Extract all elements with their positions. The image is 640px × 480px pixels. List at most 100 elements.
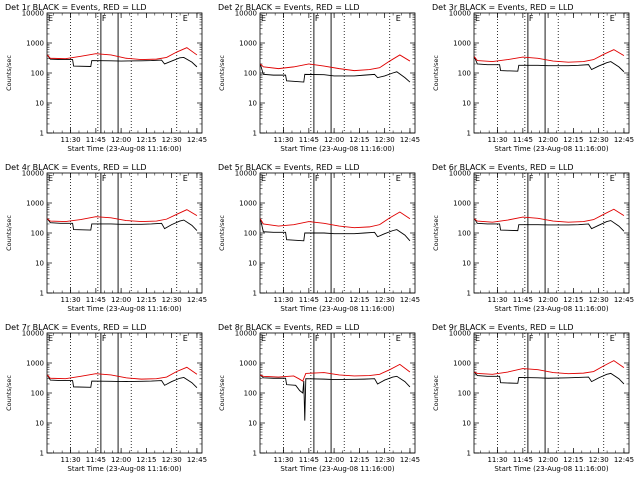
x-tick-label: 12:45 (187, 296, 207, 304)
marker-label: F (529, 14, 534, 23)
x-tick-label: 12:30 (589, 136, 609, 144)
marker-label: E (475, 174, 480, 183)
plot-title: Det 5r BLACK = Events, RED = LLD (218, 163, 360, 172)
marker-label: E (396, 14, 401, 23)
y-tick-label: 1000 (239, 40, 257, 48)
marker-label: E (261, 334, 266, 343)
y-axis-label: Counts/sec (432, 215, 440, 251)
marker-label: F (102, 334, 107, 343)
y-tick-label: 100 (244, 230, 257, 238)
series-line (46, 54, 198, 68)
y-tick-label: 1 (40, 130, 44, 138)
y-axis-label: Counts/sec (5, 55, 13, 91)
series-line (259, 374, 411, 421)
marker-label: E (396, 174, 401, 183)
x-tick-label: 12:00 (111, 296, 131, 304)
x-tick-label: 12:30 (162, 456, 182, 464)
x-tick-label: 12:15 (136, 296, 156, 304)
y-tick-label: 100 (31, 230, 44, 238)
marker-label: F (315, 174, 320, 183)
y-tick-label: 10000 (449, 10, 471, 18)
y-tick-label: 1000 (239, 200, 257, 208)
marker-label: E (48, 14, 53, 23)
x-axis-label: Start Time (23-Aug-08 11:16:00) (494, 465, 608, 473)
x-tick-label: 11:45 (299, 296, 319, 304)
detector-plot: Det 2r BLACK = Events, RED = LLD 1 10 100 10… (218, 3, 420, 153)
x-tick-label: 12:00 (111, 456, 131, 464)
x-tick-label: 12:45 (187, 456, 207, 464)
x-tick-label: 12:15 (563, 456, 583, 464)
y-tick-label: 1 (253, 130, 257, 138)
marker-label: E (48, 174, 53, 183)
y-tick-label: 10 (35, 100, 44, 108)
y-axis-label: Counts/sec (432, 55, 440, 91)
series-line (46, 47, 198, 61)
x-tick-label: 11:45 (513, 296, 533, 304)
y-tick-label: 10000 (22, 330, 44, 338)
y-tick-label: 10000 (449, 330, 471, 338)
y-tick-label: 100 (458, 230, 471, 238)
series-line (46, 218, 198, 231)
series-line (46, 374, 198, 389)
x-tick-label: 12:45 (400, 456, 420, 464)
x-axis-label: Start Time (23-Aug-08 11:16:00) (280, 465, 394, 473)
series-line (260, 363, 411, 382)
y-tick-label: 10000 (235, 170, 257, 178)
x-tick-label: 11:45 (299, 456, 319, 464)
series-line (474, 360, 625, 375)
x-axis-label: Start Time (23-Aug-08 11:16:00) (494, 145, 608, 153)
x-tick-label: 11:30 (487, 136, 507, 144)
series-line (473, 56, 625, 73)
y-tick-label: 100 (458, 390, 471, 398)
x-tick-label: 12:00 (324, 296, 344, 304)
plot-title: Det 2r BLACK = Events, RED = LLD (218, 3, 360, 12)
marker-label: E (396, 334, 401, 343)
marker-label: E (610, 334, 615, 343)
plot-title: Det 4r BLACK = Events, RED = LLD (5, 163, 147, 172)
plot-title: Det 1r BLACK = Events, RED = LLD (5, 3, 147, 12)
x-tick-label: 12:30 (375, 296, 395, 304)
series-line (46, 366, 198, 380)
marker-label: F (102, 174, 107, 183)
y-tick-label: 1 (253, 450, 257, 458)
marker-label: F (529, 334, 534, 343)
x-tick-label: 12:30 (589, 456, 609, 464)
y-tick-label: 1000 (453, 40, 471, 48)
x-axis-label: Start Time (23-Aug-08 11:16:00) (494, 305, 608, 313)
x-tick-label: 12:45 (400, 296, 420, 304)
detector-plot: Det 4r BLACK = Events, RED = LLD 1 10 100 10… (5, 163, 207, 313)
plot-title: Det 7r BLACK = Events, RED = LLD (5, 323, 147, 332)
x-tick-label: 11:30 (273, 456, 293, 464)
y-tick-label: 10 (462, 260, 471, 268)
y-axis-label: Counts/sec (432, 375, 440, 411)
y-tick-label: 10 (248, 100, 257, 108)
y-axis-label: Counts/sec (5, 215, 13, 251)
x-tick-label: 11:30 (60, 296, 80, 304)
x-tick-label: 12:45 (614, 456, 634, 464)
x-axis-label: Start Time (23-Aug-08 11:16:00) (280, 145, 394, 153)
x-tick-label: 11:30 (487, 456, 507, 464)
series-line (259, 211, 411, 229)
detector-plot: Det 6r BLACK = Events, RED = LLD 1 10 100 10… (432, 163, 634, 313)
x-tick-label: 12:00 (324, 456, 344, 464)
y-tick-label: 1000 (453, 200, 471, 208)
y-tick-label: 1000 (26, 200, 44, 208)
y-tick-label: 10000 (235, 10, 257, 18)
x-tick-label: 11:30 (60, 136, 80, 144)
x-tick-label: 12:30 (162, 296, 182, 304)
y-tick-label: 1 (467, 290, 471, 298)
y-tick-label: 1 (253, 290, 257, 298)
marker-label: E (610, 174, 615, 183)
series-line (47, 209, 198, 223)
x-tick-label: 11:30 (273, 296, 293, 304)
y-tick-label: 10 (248, 420, 257, 428)
y-tick-label: 10000 (235, 330, 257, 338)
series-line (474, 208, 625, 223)
plot-title: Det 3r BLACK = Events, RED = LLD (432, 3, 574, 12)
y-axis-label: Counts/sec (218, 375, 226, 411)
detector-plot: Det 8r BLACK = Events, RED = LLD 1 10 100 10… (218, 323, 420, 473)
detector-plot: Det 7r BLACK = Events, RED = LLD 1 10 100 10… (5, 323, 207, 473)
x-tick-label: 12:15 (563, 296, 583, 304)
y-tick-label: 100 (458, 70, 471, 78)
marker-label: E (475, 334, 480, 343)
